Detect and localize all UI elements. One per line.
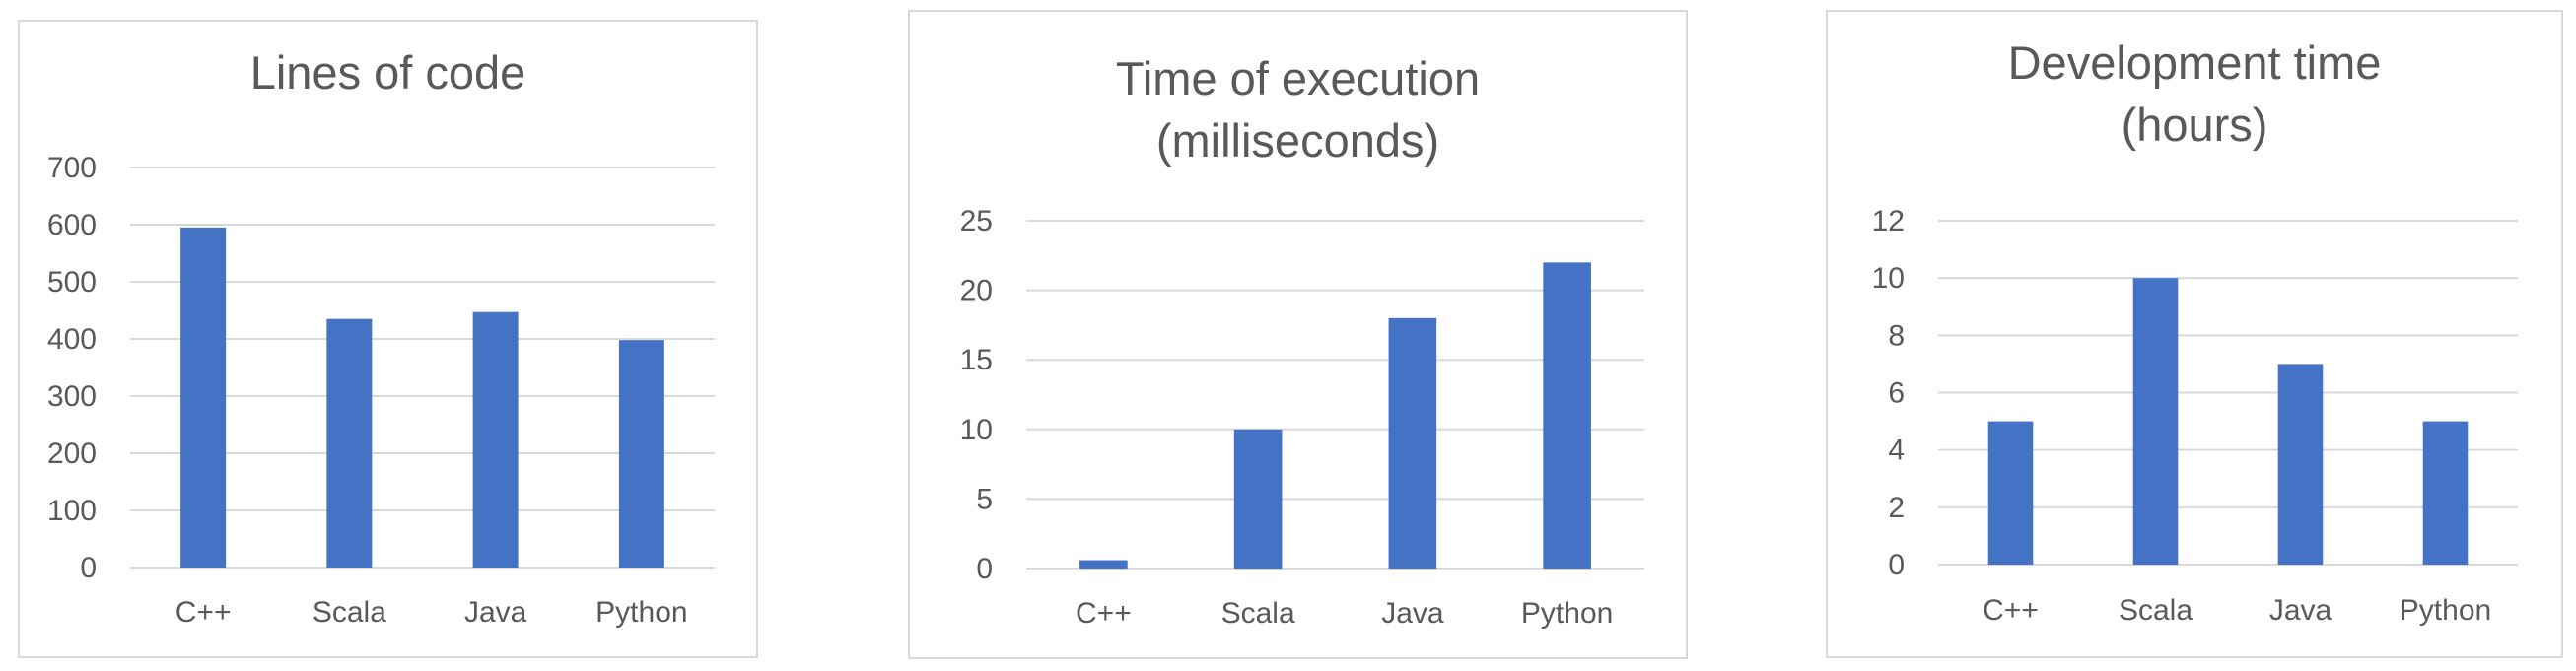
chart-lines-of-code: Lines of code 0 100 200 300 400 500 600 700 C++ Sc… [47, 46, 715, 629]
chart-title-line-2: (hours) [2122, 99, 2268, 151]
bar-python [2422, 421, 2469, 565]
y-tick-label: 15 [960, 344, 993, 376]
x-category-label: C++ [1076, 597, 1132, 630]
y-tick-label: 5 [976, 483, 993, 515]
y-tick-label: 2 [1888, 492, 1905, 524]
chart-time-of-execution: Time of execution (milliseconds) 0 5 10 15 20 2… [960, 52, 1644, 630]
x-category-label: Scala [1221, 597, 1295, 630]
y-tick-label: 20 [960, 275, 993, 307]
chart-title-line-2: (milliseconds) [1156, 114, 1439, 167]
x-category-label: Java [464, 596, 527, 629]
bar-scala [2132, 278, 2179, 565]
y-tick-label: 10 [1872, 262, 1905, 295]
x-category-label: Python [595, 596, 687, 629]
chart-title-line-1: Lines of code [250, 46, 526, 99]
bar-java [1388, 317, 1437, 569]
chart-panel-development-time: Development time (hours) 0 2 4 6 8 10 12 C++ Scala… [1826, 10, 2563, 658]
y-tick-label: 4 [1888, 435, 1905, 467]
x-category-label: C++ [1983, 594, 2039, 627]
y-tick-label: 6 [1888, 377, 1905, 410]
bar-c- [1079, 560, 1128, 569]
chart-panel-lines-of-code: Lines of code 0 100 200 300 400 500 600 700 C++ Sc… [18, 20, 758, 658]
x-category-label: Scala [313, 596, 386, 629]
y-tick-label: 100 [47, 495, 97, 527]
y-tick-label: 600 [47, 209, 97, 241]
y-tick-label: 500 [47, 266, 97, 299]
y-tick-label: 200 [47, 437, 97, 470]
bar-c- [1987, 421, 2034, 565]
x-category-label: Scala [2119, 594, 2193, 627]
x-category-label: Java [1381, 597, 1444, 630]
bar-scala [326, 318, 373, 568]
chart-title-line-1: Time of execution [1116, 52, 1480, 104]
bar-c- [180, 227, 227, 568]
x-category-label: Python [1521, 597, 1613, 630]
y-tick-label: 8 [1888, 319, 1905, 352]
bar-python [618, 340, 664, 568]
y-tick-label: 25 [960, 205, 993, 237]
chart-title-line-1: Development time [2008, 36, 2382, 89]
bar-scala [1233, 429, 1283, 569]
bar-java [472, 311, 519, 568]
bar-java [2277, 364, 2324, 565]
bar-python [1543, 262, 1591, 569]
y-tick-label: 0 [976, 553, 993, 585]
y-tick-label: 0 [1888, 549, 1905, 581]
y-tick-label: 10 [960, 414, 993, 446]
x-category-label: C++ [175, 596, 232, 629]
x-category-label: Java [2269, 594, 2332, 627]
y-tick-label: 0 [80, 552, 97, 584]
chart-panel-time-of-execution: Time of execution (milliseconds) 0 5 10 15 20 2… [908, 10, 1688, 659]
y-tick-label: 400 [47, 323, 97, 356]
x-category-label: Python [2400, 594, 2491, 627]
y-tick-label: 12 [1872, 205, 1905, 237]
chart-development-time: Development time (hours) 0 2 4 6 8 10 12 C++ Scala… [1872, 36, 2518, 627]
y-tick-label: 700 [47, 152, 97, 184]
y-tick-label: 300 [47, 380, 97, 413]
